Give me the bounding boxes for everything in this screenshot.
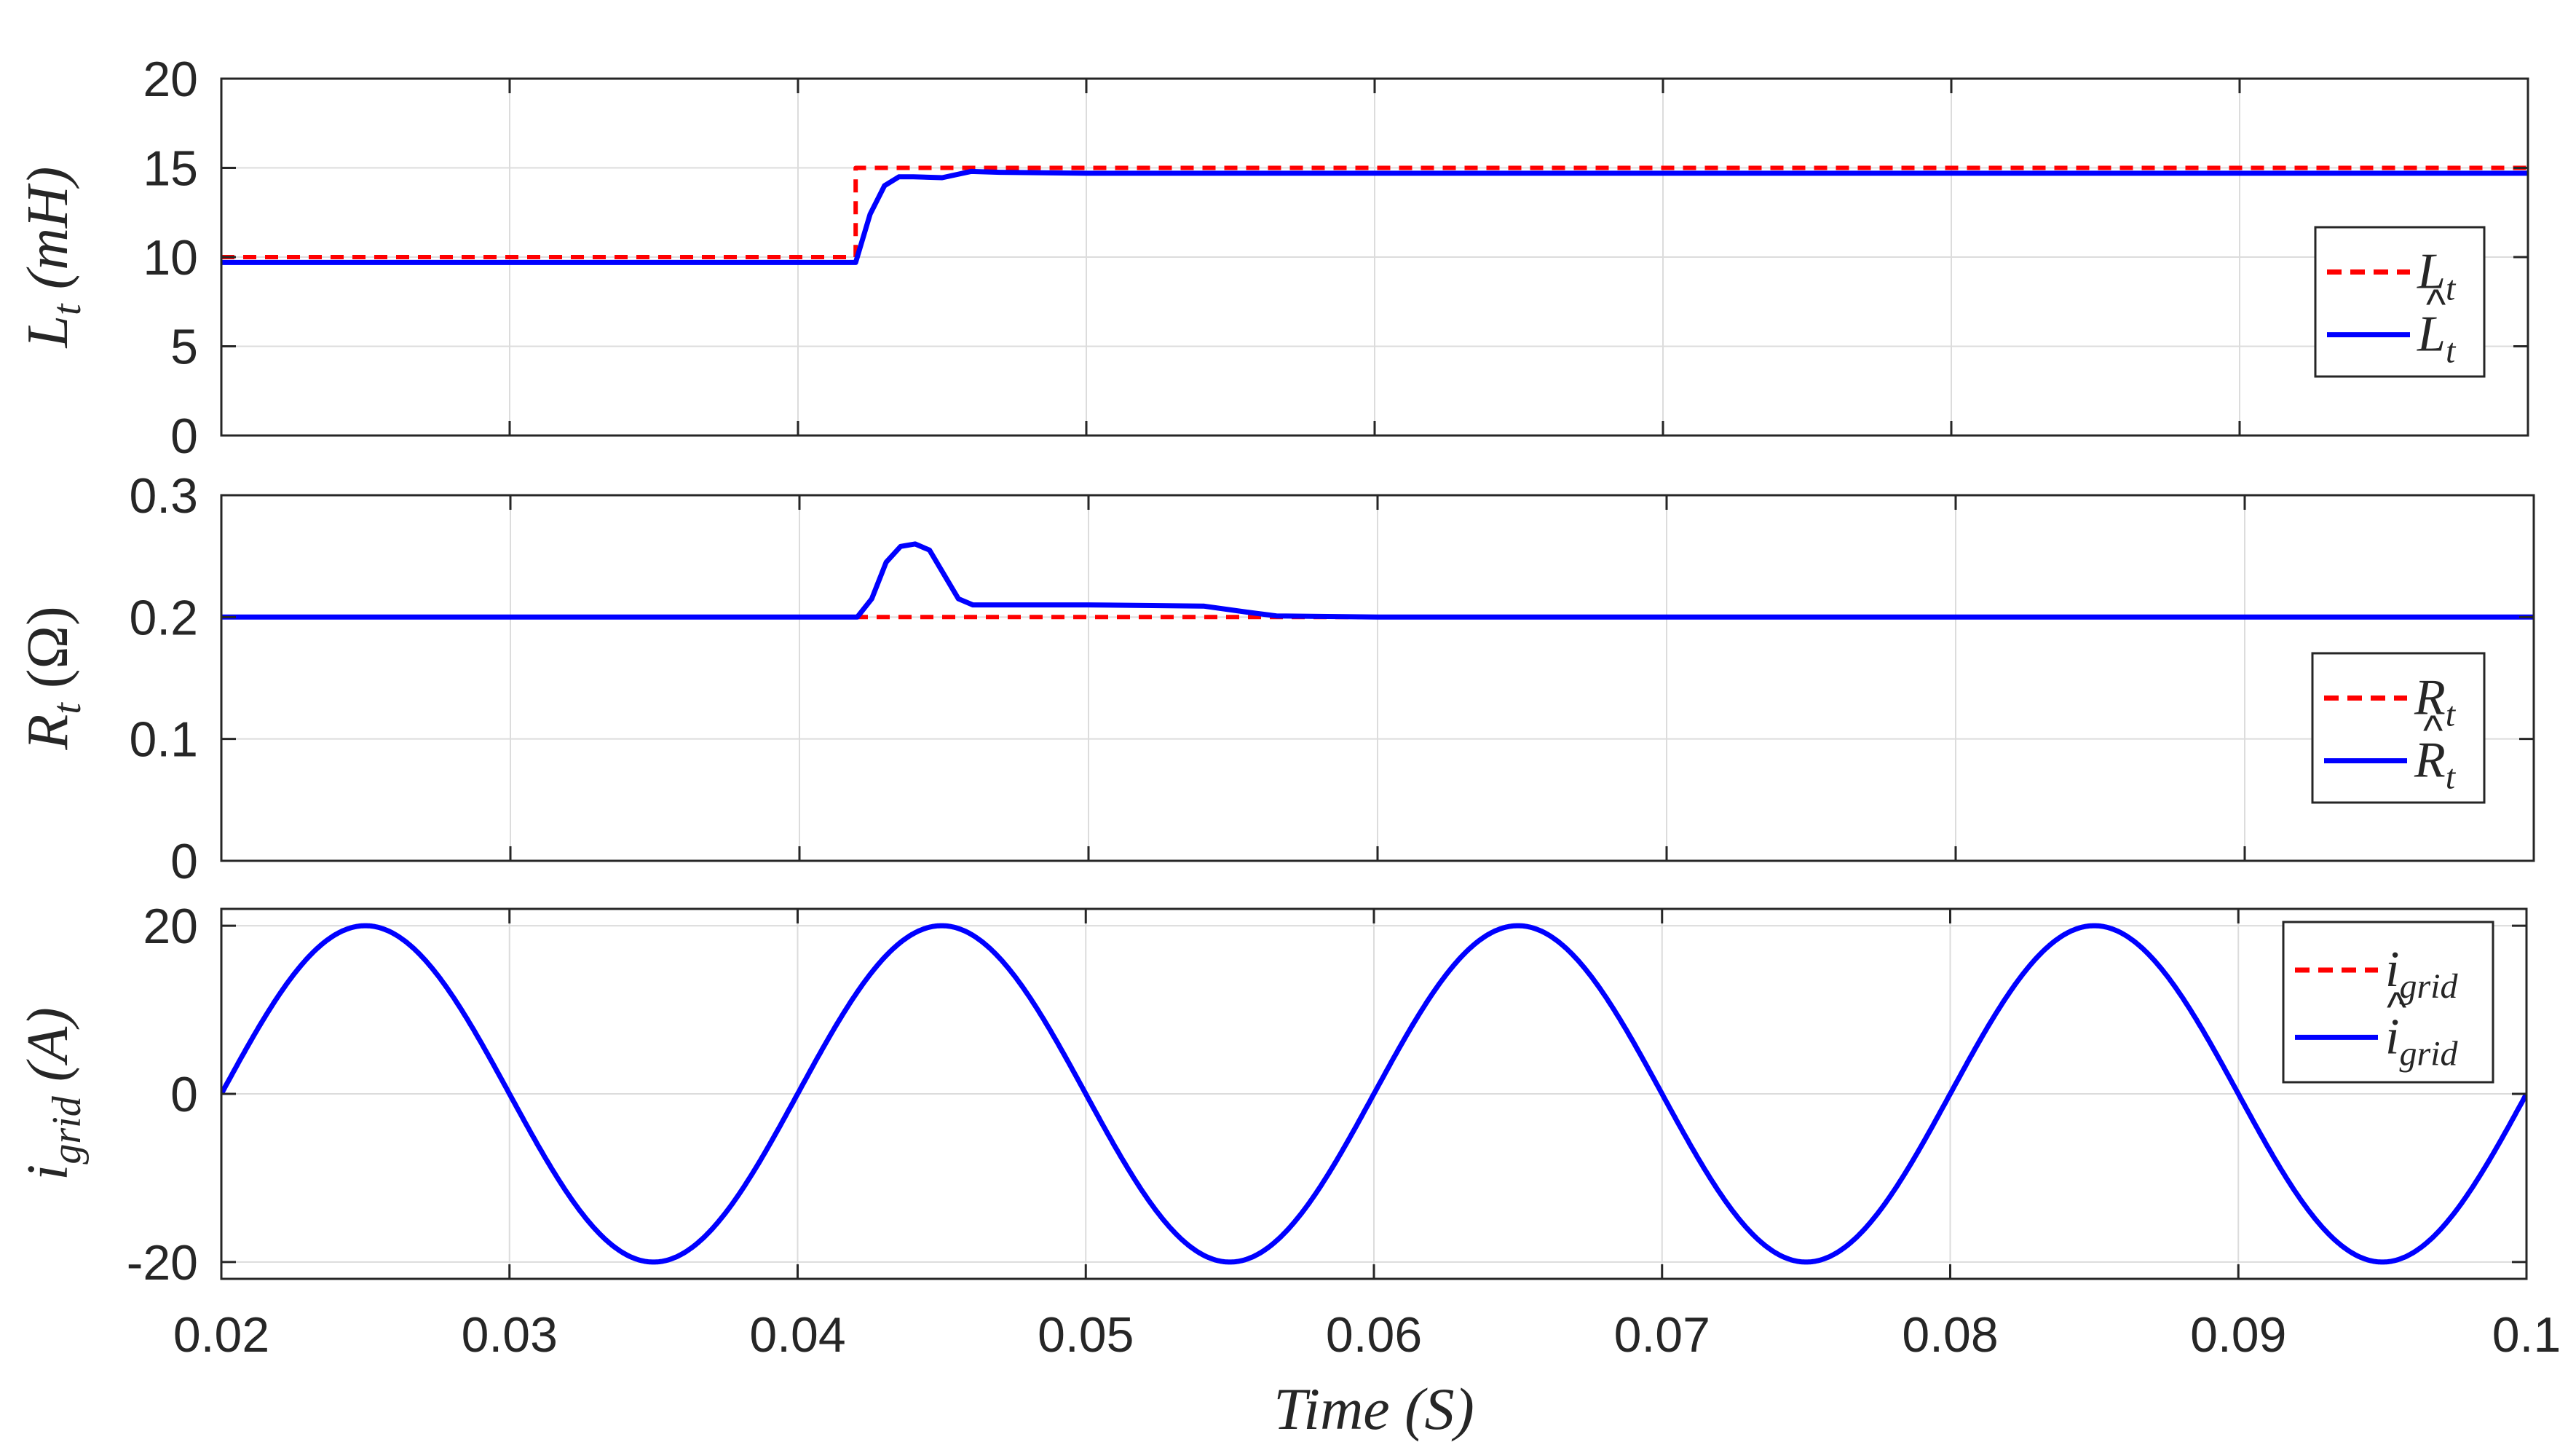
y-axis-label: Rt (Ω)	[16, 606, 90, 750]
x-tick-label: 0.07	[1614, 1307, 1710, 1363]
series-line-estimate	[221, 923, 2526, 1265]
legend-box	[2311, 652, 2486, 804]
y-tick-label: 0.2	[129, 590, 198, 645]
x-tick-label: 0.09	[2190, 1307, 2286, 1363]
y-tick-label: 0	[170, 834, 198, 889]
y-tick-label: 20	[143, 52, 198, 107]
hat-accent: ^	[2423, 707, 2443, 754]
y-tick-label: 0	[170, 409, 198, 464]
legend-label: igrid	[2385, 942, 2458, 1006]
y-tick-label: -20	[127, 1235, 198, 1291]
series-line-estimate	[221, 168, 2528, 265]
legend-label: Lt	[2417, 244, 2457, 308]
y-tick-label: 0	[170, 1067, 198, 1122]
legend-label: Rt	[2414, 670, 2457, 734]
y-tick-label: 20	[143, 899, 198, 954]
subplot-3: -20 0 20 0.02 0.03 0.04 0.05 0.06 0.07 0.08 0.09 0.…	[16, 899, 2561, 1442]
x-tick-label: 0.06	[1326, 1307, 1422, 1363]
y-tick-label: 15	[143, 141, 198, 197]
x-tick-label: 0.02	[173, 1307, 269, 1363]
x-axis-label: Time (S)	[1273, 1376, 1474, 1442]
legend-label: Lt	[2417, 307, 2457, 371]
legend-label: Rt	[2414, 733, 2457, 797]
x-tick-label: 0.05	[1038, 1307, 1134, 1363]
y-axis-label: igrid (A)	[16, 1007, 90, 1181]
hat-accent: ^	[2387, 983, 2406, 1031]
series-line-estimate	[221, 541, 2534, 620]
hat-accent: ^	[2426, 281, 2446, 328]
x-tick-label: 0.03	[462, 1307, 558, 1363]
y-tick-label: 0.3	[129, 468, 198, 524]
y-axis-label: Lt (mH)	[16, 167, 90, 349]
legend-label: igrid	[2385, 1009, 2458, 1073]
x-tick-label: 0.04	[749, 1307, 845, 1363]
y-tick-label: 5	[170, 320, 198, 375]
series-line-actual	[221, 165, 2528, 259]
y-tick-label: 0.1	[129, 712, 198, 768]
legend-box	[2282, 921, 2494, 1084]
legend-box	[2314, 226, 2486, 378]
x-tick-label: 0.1	[2492, 1307, 2561, 1363]
y-tick-label: 10	[143, 230, 198, 285]
x-tick-label: 0.08	[1902, 1307, 1998, 1363]
